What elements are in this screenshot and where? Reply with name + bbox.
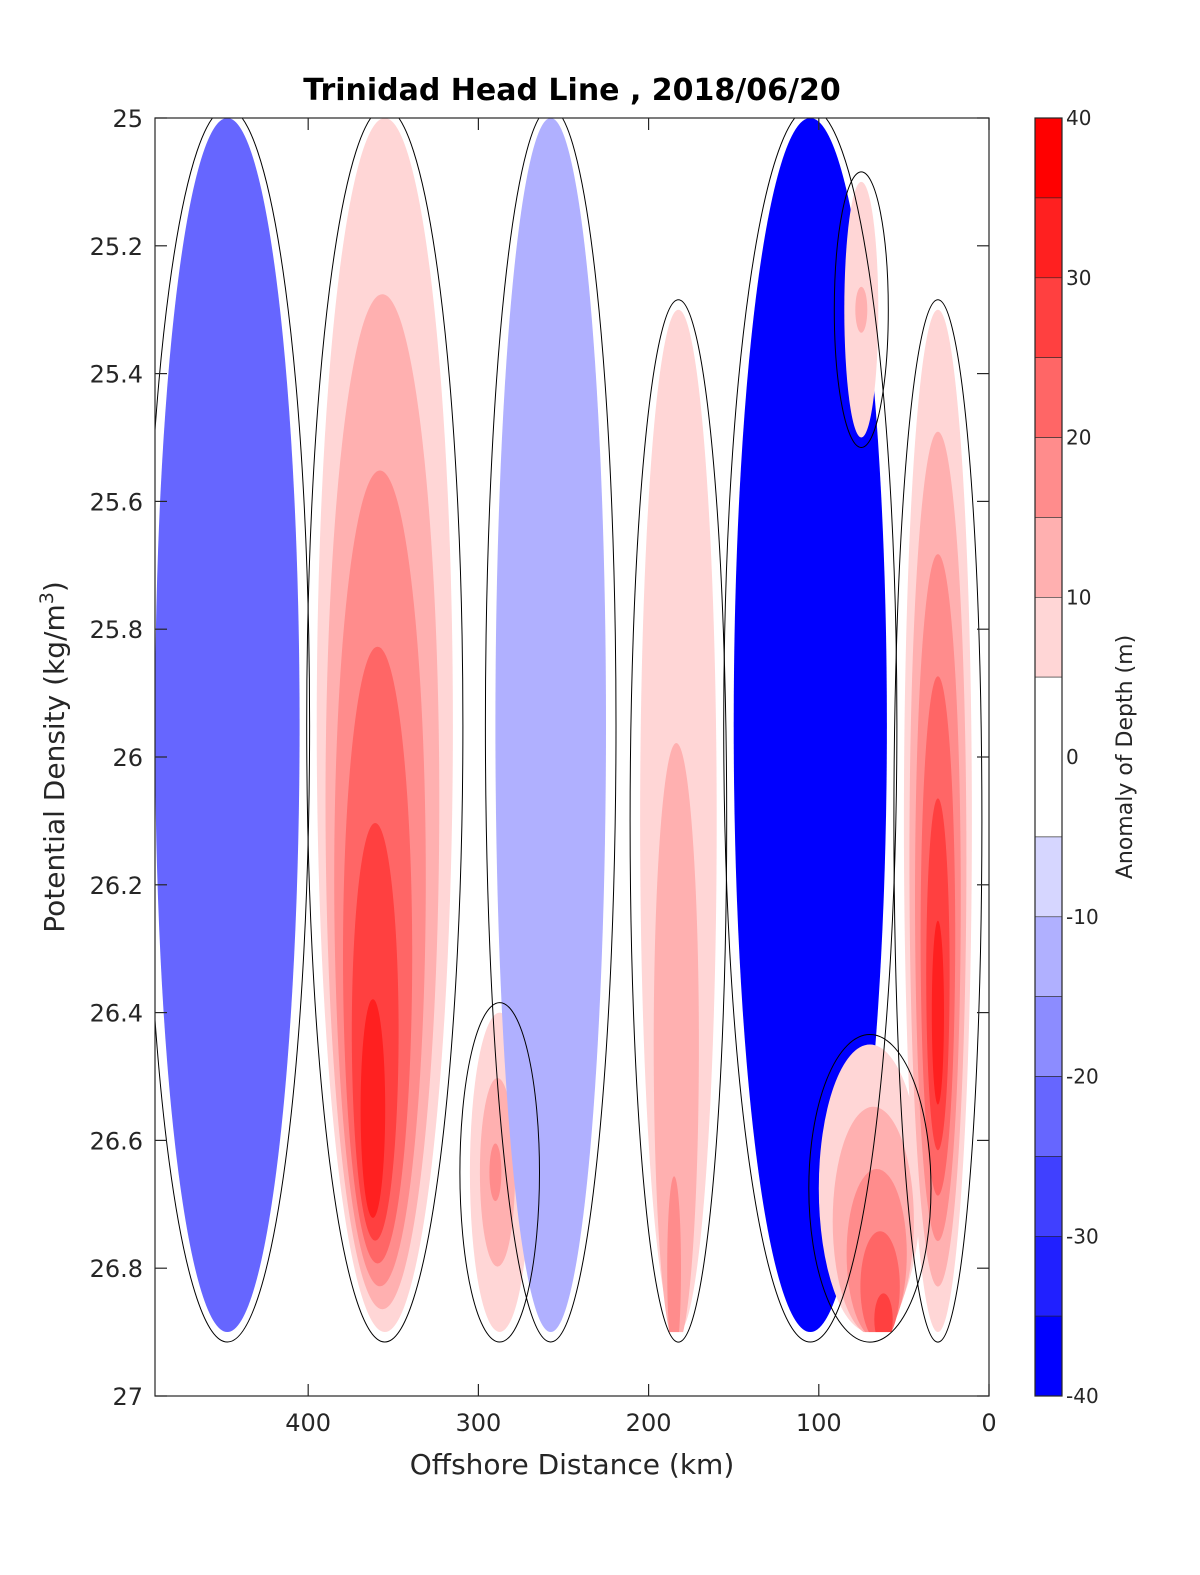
zero-contour-mid-negative: [484, 118, 617, 1343]
y-tick-label: 25: [112, 105, 143, 133]
band-nearshore-negative: [733, 118, 887, 1332]
zero-contour-shelf-positive-upper: [833, 171, 889, 449]
zero-contour-nearshore-negative: [723, 118, 898, 1343]
colorbar-swatch: [1034, 357, 1063, 438]
band-shelf-positive-upper: [844, 181, 879, 438]
contour-level: [155, 118, 300, 1332]
x-tick-label: 400: [285, 1409, 331, 1437]
colorbar-tick-label: 0: [1066, 745, 1079, 769]
band-mid-positive: [640, 309, 717, 1361]
colorbar-swatch: [1034, 437, 1063, 518]
colorbar-swatch: [1034, 197, 1063, 279]
y-tick-label: 26: [112, 744, 143, 772]
colorbar-swatch: [1034, 1156, 1063, 1237]
colorbar-swatch: [1034, 1236, 1063, 1317]
x-axis: 400 300 200 100 0: [285, 118, 997, 1437]
y-axis-title: Potential Density (kg/m3): [36, 581, 71, 933]
contour-level: [495, 118, 606, 1332]
colorbar-swatch: [1034, 117, 1063, 199]
x-axis-title: Offshore Distance (km): [410, 1448, 735, 1481]
zero-contour-core-positive: [306, 118, 464, 1343]
colorbar-swatches: [1034, 117, 1063, 1397]
y-tick-label: 25.6: [90, 488, 143, 516]
y-axis-title-superscript: 3: [36, 592, 58, 604]
y-tick-label: 27: [112, 1383, 143, 1411]
colorbar-swatch: [1034, 277, 1063, 358]
y-axis: 25 25.2 25.4 25.6 25.8 26 26.2 26.4 26.6 26.8 27: [90, 105, 989, 1411]
colorbar-tick-label: 40: [1066, 106, 1091, 130]
contour-level: [360, 999, 386, 1218]
colorbar-frame: [1034, 117, 1063, 1397]
contour-level: [653, 743, 699, 1347]
contour-level: [667, 1176, 681, 1361]
colorbar-tick-label: 20: [1066, 426, 1091, 450]
band-shelf-positive-deep: [818, 1044, 922, 1346]
y-tick-label: 26.4: [90, 1000, 143, 1028]
zero-contour-mid-positive: [629, 299, 728, 1343]
colorbar-tick-label: -20: [1066, 1065, 1099, 1089]
band-offshore-negative: [155, 118, 300, 1332]
colorbar-swatch: [1034, 1315, 1063, 1397]
x-tick-label: 200: [626, 1409, 672, 1437]
plot-area: 400 300 200 100 0 25 25.2 25.4 25.6 25.8 26 26.2 26…: [90, 105, 997, 1437]
colorbar-tick-label: -10: [1066, 905, 1099, 929]
x-tick-label: 300: [455, 1409, 501, 1437]
band-core-positive: [316, 118, 453, 1332]
colorbar-swatch: [1034, 676, 1063, 838]
y-tick-label: 26.6: [90, 1127, 143, 1155]
zero-contour-coastal-positive: [893, 299, 983, 1343]
zero-contour-offshore-negative: [155, 118, 311, 1343]
no-data-region: [155, 1332, 989, 1396]
colorbar-swatch: [1034, 517, 1063, 598]
colorbar-tick-label: 10: [1066, 585, 1091, 609]
colorbar-tick-label: 30: [1066, 266, 1091, 290]
contour-fills: [155, 118, 989, 1396]
contour-level: [489, 1143, 502, 1202]
colorbar-swatch: [1034, 1076, 1063, 1157]
colorbar: 40 30 20 10 0 -10 -20 -30 -40 Anomaly of Depth (…: [1034, 106, 1138, 1408]
colorbar-ticks: 40 30 20 10 0 -10 -20 -30 -40: [1066, 106, 1099, 1408]
y-tick-label: 26.2: [90, 872, 143, 900]
x-tick-label: 100: [796, 1409, 842, 1437]
colorbar-title: Anomaly of Depth (m): [1113, 635, 1138, 879]
colorbar-swatch: [1034, 916, 1063, 997]
y-axis-title-main: Potential Density (kg/m: [38, 604, 71, 933]
y-axis-title-close: ): [38, 581, 71, 592]
colorbar-tick-label: -40: [1066, 1384, 1099, 1408]
band-coastal-positive: [903, 309, 972, 1333]
colorbar-swatch: [1034, 596, 1063, 678]
contour-level: [733, 118, 887, 1332]
zero-contour-shelf-positive-deep: [808, 1034, 932, 1343]
x-tick-label: 0: [981, 1409, 996, 1437]
y-tick-label: 25.4: [90, 361, 143, 389]
band-mid-negative: [495, 118, 606, 1332]
colorbar-swatch: [1034, 996, 1063, 1077]
contour-level: [855, 286, 868, 333]
y-tick-label: 26.8: [90, 1255, 143, 1283]
zero-contours: [155, 118, 983, 1343]
zero-contour-mid-positive-deep: [459, 1002, 541, 1343]
y-tick-label: 25.2: [90, 233, 143, 261]
colorbar-swatch: [1034, 836, 1063, 918]
contour-level: [931, 920, 945, 1105]
colorbar-tick-label: -30: [1066, 1224, 1099, 1248]
y-tick-label: 25.8: [90, 616, 143, 644]
chart-title: Trinidad Head Line , 2018/06/20: [303, 73, 840, 108]
